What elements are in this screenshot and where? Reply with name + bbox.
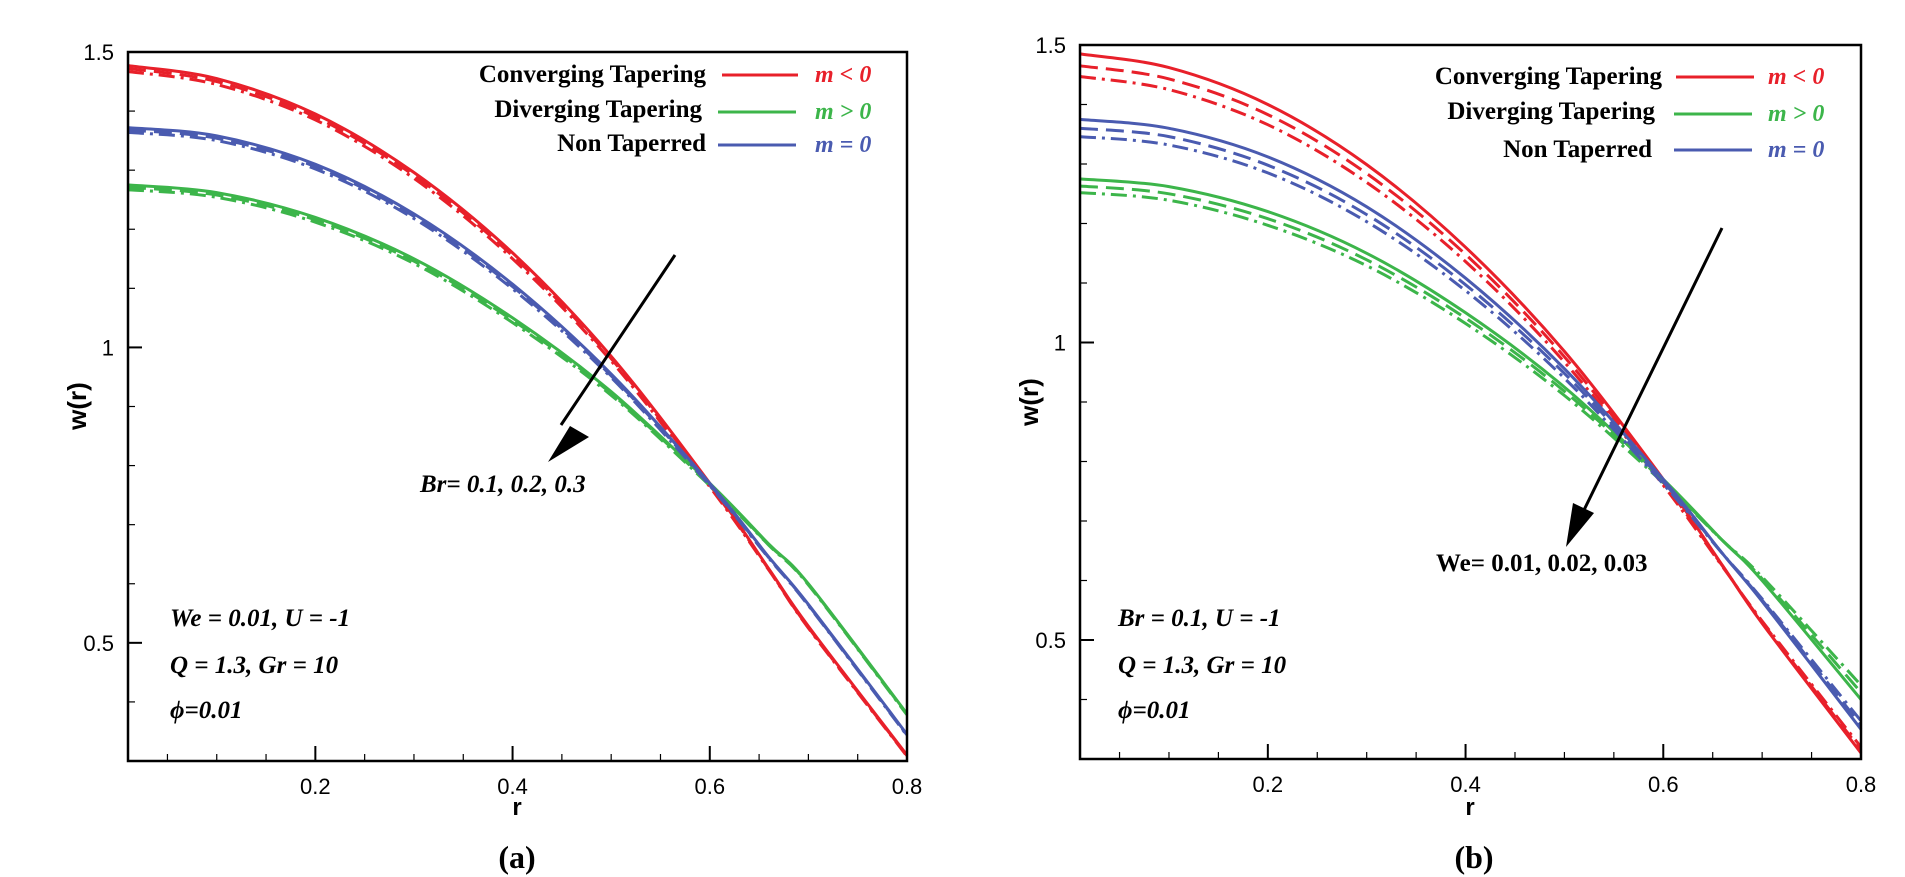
legend-label: Non Taperred [557, 130, 706, 157]
panel-a: 0.5 1 1.5 0.2 0.4 0.6 0.8 r w(r) (a) Convergin… [62, 40, 922, 875]
legend-condition: m = 0 [815, 132, 871, 158]
y-tick-label: 1 [102, 335, 114, 360]
panel-b-xlabel: r [1465, 794, 1474, 821]
x-tick-label: 0.8 [892, 774, 923, 799]
panel-b-ticks: 0.5 1 1.5 0.2 0.4 0.6 0.8 [1035, 33, 1876, 797]
legend-condition: m > 0 [1768, 101, 1824, 127]
series-line [1079, 126, 1863, 727]
annotation-text: We= 0.01, 0.02, 0.03 [1436, 550, 1647, 577]
y-tick-label: 1.5 [1035, 33, 1066, 58]
legend-condition: m < 0 [815, 62, 871, 88]
x-tick-label: 0.6 [694, 774, 725, 799]
series-line [127, 128, 909, 736]
panel-a-ylabel: w(r) [62, 382, 92, 431]
panel-b-lines [1079, 52, 1863, 754]
y-tick-label: 0.5 [83, 631, 114, 656]
panel-b: 0.5 1 1.5 0.2 0.4 0.6 0.8 r w(r) (b) Convergin… [1014, 33, 1876, 875]
series-line [127, 130, 909, 737]
legend-condition: m < 0 [1768, 64, 1824, 90]
param-text: Br = 0.1, U = -1 [1117, 605, 1281, 632]
x-tick-label: 0.4 [1450, 772, 1481, 797]
param-text: Q = 1.3, Gr = 10 [1118, 652, 1287, 679]
panel-a-xlabel: r [512, 794, 521, 821]
legend-label: Converging Tapering [1435, 63, 1663, 90]
series-line [1079, 135, 1863, 722]
legend-label: Non Taperred [1503, 136, 1652, 163]
x-tick-label: 0.2 [1253, 772, 1284, 797]
arrow-shaft [1582, 227, 1724, 511]
x-tick-label: 0.8 [1846, 772, 1877, 797]
param-text: ϕ=0.01 [170, 697, 242, 724]
legend-condition: m > 0 [815, 99, 871, 125]
arrow-head [1566, 503, 1594, 547]
param-text: We = 0.01, U = -1 [170, 605, 350, 632]
series-line [127, 126, 909, 736]
annotation-text: Br= 0.1, 0.2, 0.3 [419, 471, 586, 498]
series-line [127, 70, 909, 758]
panel-a-lines [127, 64, 909, 758]
legend-condition: m = 0 [1768, 137, 1824, 163]
x-tick-label: 0.4 [497, 774, 528, 799]
series-line [1079, 75, 1863, 749]
panel-a-legend: Converging Tapering m < 0 Diverging Tape… [479, 61, 871, 158]
panel-b-label: (b) [1454, 839, 1493, 875]
x-tick-label: 0.6 [1648, 772, 1679, 797]
series-line [1079, 64, 1863, 752]
arrow-head [548, 426, 589, 462]
arrow-shaft [559, 254, 677, 426]
legend-label: Diverging Tapering [494, 96, 702, 123]
panel-b-ylabel: w(r) [1014, 378, 1044, 427]
panel-b-legend: Converging Tapering m < 0 Diverging Tape… [1435, 63, 1824, 163]
panel-a-ticks: 0.5 1 1.5 0.2 0.4 0.6 0.8 [83, 40, 922, 799]
series-line [127, 185, 909, 716]
series-line [127, 188, 909, 716]
y-tick-label: 1 [1054, 331, 1066, 356]
legend-label: Diverging Tapering [1447, 98, 1655, 125]
param-text: Q = 1.3, Gr = 10 [170, 652, 339, 679]
y-tick-label: 0.5 [1035, 628, 1066, 653]
series-line [1079, 52, 1863, 754]
legend-label: Converging Tapering [479, 61, 707, 88]
param-text: ϕ=0.01 [1118, 697, 1190, 724]
series-line [1079, 117, 1863, 731]
x-tick-label: 0.2 [300, 774, 331, 799]
series-line [1079, 191, 1863, 687]
y-tick-label: 1.5 [83, 40, 114, 65]
panel-a-label: (a) [498, 839, 535, 875]
